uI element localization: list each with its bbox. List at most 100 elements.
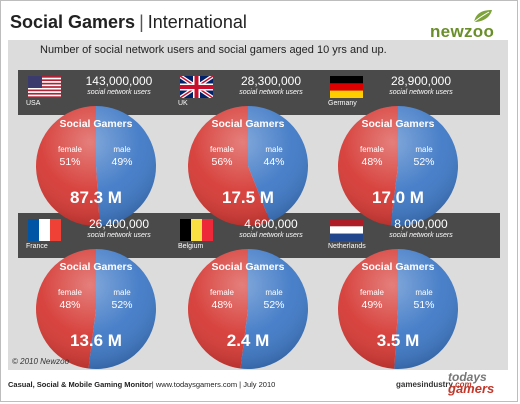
female-label: female xyxy=(360,288,385,297)
country-name: Belgium xyxy=(178,243,204,250)
gender-pie: Social Gamers female 49% male 51% 3.5 M xyxy=(337,249,458,369)
country-netherlands: Netherlands 8,000,000 social network users… xyxy=(320,213,475,369)
country-name: USA xyxy=(26,100,41,107)
gender-pie: Social Gamers female 48% male 52% 2.4 M xyxy=(187,249,308,369)
pie-title: Social Gamers xyxy=(212,118,285,130)
flag-wrapper xyxy=(178,74,215,100)
pie-gloss xyxy=(36,106,156,226)
flag-wrapper xyxy=(28,76,61,107)
gender-pie: Social Gamers female 48% male 52% 13.6 M xyxy=(35,249,156,369)
female-label: female xyxy=(210,288,235,297)
network-users-count: 26,400,000 xyxy=(88,217,150,231)
male-percent: 52% xyxy=(111,299,132,311)
male-percent: 49% xyxy=(111,156,132,168)
pie-title: Social Gamers xyxy=(362,118,435,130)
female-percent: 56% xyxy=(211,156,232,168)
country-name: Netherlands xyxy=(328,243,366,250)
footer-bold: Casual, Social & Mobile Gaming Monitor xyxy=(8,380,152,389)
gender-pie: Social Gamers female 56% male 44% 17.5 M xyxy=(188,106,308,226)
pie-title: Social Gamers xyxy=(60,118,133,130)
pie-gloss xyxy=(188,106,308,226)
flag-wrapper xyxy=(330,76,363,98)
network-users-count: 28,900,000 xyxy=(390,74,452,88)
social-gamers-total: 87.3 M xyxy=(70,188,122,207)
network-users-label: social network users xyxy=(239,89,303,96)
copyright-text: © 2010 Newzoo xyxy=(12,357,70,366)
todays-bottom: gamers xyxy=(448,381,495,396)
social-gamers-total: 3.5 M xyxy=(377,331,420,350)
pie-gloss xyxy=(338,106,458,226)
pie-title: Social Gamers xyxy=(362,261,435,273)
male-percent: 52% xyxy=(413,156,434,168)
male-percent: 52% xyxy=(263,299,284,311)
male-label: male xyxy=(113,288,131,297)
pie-gloss xyxy=(338,249,458,369)
title-separator: | xyxy=(139,12,144,32)
germany-flag-icon xyxy=(330,76,363,98)
network-users-label: social network users xyxy=(87,89,151,96)
uk-flag-icon xyxy=(178,74,215,100)
country-name: UK xyxy=(178,100,188,107)
flag-wrapper xyxy=(180,219,213,241)
pie-title: Social Gamers xyxy=(212,261,285,273)
pie-title: Social Gamers xyxy=(60,261,133,273)
gamesindustry-main: gamesindustry xyxy=(396,380,453,389)
female-percent: 51% xyxy=(59,156,80,168)
logo-text: newzoo xyxy=(430,22,495,41)
network-users-count: 4,600,000 xyxy=(244,217,298,231)
male-label: male xyxy=(415,288,433,297)
country-name: Germany xyxy=(328,100,357,107)
male-label: male xyxy=(113,145,131,154)
gamesindustry-logo: gamesindustry.com xyxy=(396,380,472,389)
footer-text: Casual, Social & Mobile Gaming Monitor| … xyxy=(8,380,275,389)
country-belgium: Belgium 4,600,000 social network users Soci… xyxy=(170,213,325,369)
flag-wrapper xyxy=(330,219,363,241)
male-percent: 51% xyxy=(413,299,434,311)
female-percent: 48% xyxy=(211,299,232,311)
usa-flag-icon xyxy=(28,76,61,107)
female-label: female xyxy=(58,145,83,154)
female-percent: 49% xyxy=(361,299,382,311)
social-gamers-total: 17.5 M xyxy=(222,188,274,207)
female-label: female xyxy=(360,145,385,154)
network-users-count: 143,000,000 xyxy=(85,74,153,88)
social-gamers-total: 2.4 M xyxy=(227,331,270,350)
female-label: female xyxy=(210,145,235,154)
network-users-label: social network users xyxy=(239,232,303,239)
leaf-icon xyxy=(473,10,492,23)
france-flag-icon xyxy=(28,219,61,241)
chart-subtitle: Number of social network users and socia… xyxy=(40,44,387,56)
flag-wrapper xyxy=(28,219,61,241)
male-label: male xyxy=(265,145,283,154)
pie-gloss xyxy=(36,249,156,369)
network-users-count: 8,000,000 xyxy=(394,217,448,231)
female-percent: 48% xyxy=(361,156,382,168)
page-title: Social Gamers | International xyxy=(10,12,247,33)
female-label: female xyxy=(58,288,83,297)
network-users-label: social network users xyxy=(389,232,453,239)
network-users-label: social network users xyxy=(87,232,151,239)
todays-top: todays xyxy=(448,370,487,384)
gamesindustry-tld: .com xyxy=(452,380,472,389)
country-uk: UK 28,300,000 social network users Social G… xyxy=(170,70,325,226)
network-users-count: 28,300,000 xyxy=(240,74,302,88)
title-rest: International xyxy=(147,12,247,32)
country-france: France 26,400,000 social network users Soci… xyxy=(18,213,173,369)
country-usa: USA 143,000,000 social network users Social… xyxy=(18,70,173,226)
country-name: France xyxy=(26,243,48,250)
belgium-flag-icon xyxy=(180,219,213,241)
todaysgamers-logo: todays gamers xyxy=(448,370,510,396)
social-gamers-total: 17.0 M xyxy=(372,188,424,207)
gender-pie: Social Gamers female 48% male 52% 17.0 M xyxy=(337,106,458,226)
country-germany: Germany 28,900,000 social network users Soc… xyxy=(320,70,475,226)
female-percent: 48% xyxy=(59,299,80,311)
male-label: male xyxy=(265,288,283,297)
gender-pie: Social Gamers female 51% male 49% 87.3 M xyxy=(36,106,157,226)
male-percent: 44% xyxy=(263,156,284,168)
social-gamers-total: 13.6 M xyxy=(70,331,122,350)
pie-gloss xyxy=(188,249,308,369)
netherlands-flag-icon xyxy=(330,219,363,241)
network-users-label: social network users xyxy=(389,89,453,96)
male-label: male xyxy=(415,145,433,154)
title-bold: Social Gamers xyxy=(10,12,136,32)
